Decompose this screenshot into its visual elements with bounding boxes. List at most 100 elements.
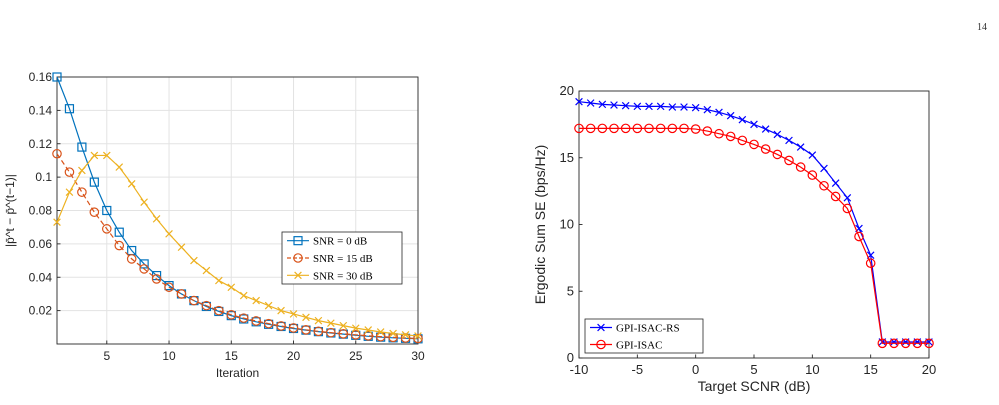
data-point	[339, 321, 348, 330]
x-axis-title: Iteration	[216, 366, 259, 380]
data-point	[65, 188, 74, 196]
data-point	[831, 179, 840, 187]
data-point	[251, 316, 261, 326]
data-point	[177, 243, 186, 252]
data-point	[691, 103, 700, 112]
data-point	[761, 125, 770, 133]
data-point	[327, 319, 335, 327]
data-point	[785, 136, 793, 145]
y-tick-label: 0.08	[29, 204, 53, 218]
legend-marker	[596, 339, 606, 350]
data-point	[164, 282, 174, 293]
legend-marker	[293, 253, 303, 263]
y-tick-label: 15	[560, 150, 574, 165]
data-point	[301, 325, 311, 335]
legend-label: SNR = 30 dB	[313, 270, 373, 282]
data-point	[737, 135, 748, 146]
page-number: 14	[977, 22, 987, 33]
data-point	[151, 274, 162, 284]
y-tick-label: 0.16	[29, 70, 53, 84]
data-point	[620, 123, 631, 134]
data-point	[773, 130, 782, 139]
data-point	[127, 179, 136, 188]
data-point	[376, 328, 385, 336]
data-point	[165, 230, 173, 238]
data-point	[389, 329, 397, 338]
data-point	[725, 131, 736, 142]
series-1	[575, 97, 933, 346]
data-point	[176, 289, 187, 299]
data-point	[139, 259, 149, 269]
data-point	[400, 333, 411, 343]
data-point	[644, 123, 654, 134]
data-point	[795, 162, 806, 172]
legend-marker	[294, 271, 302, 280]
data-point	[575, 97, 583, 106]
x-tick-label: -10	[570, 362, 589, 377]
legend-label: GPI-ISAC	[616, 340, 662, 352]
data-point	[77, 142, 87, 152]
data-point	[126, 254, 137, 264]
x-tick-label: 30	[411, 349, 425, 363]
data-point	[413, 333, 423, 344]
data-point	[239, 291, 248, 300]
data-point	[597, 123, 608, 134]
legend-label: GPI-ISAC-RS	[616, 323, 680, 335]
data-point	[314, 316, 323, 325]
x-axis-title: Target SCNR (dB)	[698, 378, 811, 394]
data-point	[702, 126, 713, 136]
data-point	[703, 105, 712, 114]
x-tick-label: 0	[692, 362, 699, 377]
data-point	[190, 256, 198, 265]
data-point	[668, 103, 677, 111]
chart-1: 5 10 15 20 25 30 0.02 0.04 0.06 0.08 0.1 0.12 0.14 0.…	[3, 70, 425, 380]
data-point	[139, 264, 149, 274]
series-3	[53, 151, 422, 340]
data-point	[760, 144, 771, 154]
data-point	[819, 180, 829, 191]
data-point	[202, 266, 211, 275]
series-line	[56, 153, 419, 340]
y-tick-label: 0	[567, 350, 574, 365]
x-tick-label: 10	[162, 349, 176, 363]
x-tick-label: 25	[349, 349, 363, 363]
data-point	[140, 198, 148, 206]
data-point	[64, 167, 75, 177]
data-point	[843, 193, 852, 202]
data-point	[784, 155, 794, 166]
y-tick-label: 5	[567, 283, 574, 298]
y-tick-label: 0.06	[29, 237, 53, 251]
x-tick-label: 5	[750, 362, 757, 377]
data-point	[302, 313, 310, 322]
data-point	[115, 163, 124, 171]
x-tick-label: 20	[922, 362, 936, 377]
data-point	[877, 338, 888, 349]
data-point	[772, 149, 783, 160]
x-tick-label: 15	[863, 362, 877, 377]
data-point	[796, 143, 805, 151]
y-tick-label: 10	[560, 217, 574, 232]
data-point	[201, 300, 212, 311]
y-axis-title: |p̄^t − p̄^(t−1)|	[3, 174, 17, 247]
x-tick-label: -5	[632, 362, 644, 377]
data-point	[102, 151, 111, 160]
data-point	[667, 123, 678, 134]
legend-marker	[293, 236, 303, 246]
x-tick-label: 15	[225, 349, 239, 363]
data-point	[226, 309, 237, 320]
data-point	[189, 295, 199, 306]
y-tick-label: 20	[560, 83, 574, 98]
data-point	[263, 318, 274, 329]
data-point	[807, 170, 818, 180]
data-point	[842, 203, 853, 214]
data-point	[738, 115, 747, 124]
data-point	[363, 331, 374, 341]
data-point	[865, 258, 876, 269]
data-point	[715, 108, 723, 117]
y-tick-label: 0.14	[29, 103, 53, 117]
legend: SNR = 0 dB SNR = 15 dB SNR = 30 dB	[281, 231, 403, 285]
data-point	[656, 102, 665, 111]
data-point	[912, 338, 923, 349]
data-point	[750, 120, 758, 129]
